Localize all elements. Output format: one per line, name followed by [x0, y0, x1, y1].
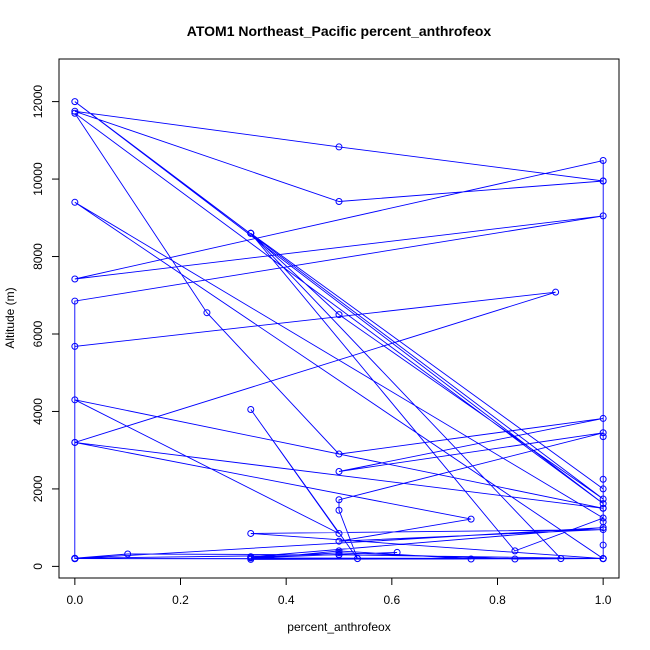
data-point — [335, 537, 343, 545]
data-point — [71, 342, 79, 350]
data-point — [467, 555, 475, 563]
data-point — [335, 467, 343, 475]
data-point — [335, 496, 343, 504]
data-point — [71, 98, 79, 106]
y-tick-label: 6000 — [31, 320, 45, 347]
data-point — [599, 526, 607, 534]
y-axis-label: Altitude (m) — [3, 287, 17, 348]
data-point — [599, 429, 607, 437]
data-point — [599, 485, 607, 493]
data-point — [599, 504, 607, 512]
data-point — [335, 506, 343, 514]
y-tick-label: 12000 — [31, 85, 45, 119]
y-tick-label: 4000 — [31, 398, 45, 425]
y-tick-label: 0 — [31, 563, 45, 570]
y-tick-label: 2000 — [31, 475, 45, 502]
x-axis-label: percent_anthrofeox — [287, 620, 390, 634]
data-point — [552, 288, 560, 296]
data-point — [247, 553, 255, 561]
data-point — [71, 438, 79, 446]
data-point — [203, 309, 211, 317]
data-point — [335, 529, 343, 537]
x-tick-label: 0.2 — [172, 593, 189, 607]
data-point — [511, 547, 519, 555]
data-point — [599, 518, 607, 526]
data-point — [599, 514, 607, 522]
data-point — [335, 547, 343, 555]
data-point — [71, 198, 79, 206]
series-line — [74, 101, 605, 560]
data-point — [511, 555, 519, 563]
data-point — [467, 515, 475, 523]
data-point — [599, 541, 607, 549]
x-tick-label: 0.6 — [383, 593, 400, 607]
y-axis: 0 2000 4000 6000 8000 10000 12000 — [31, 85, 60, 570]
data-point — [247, 229, 255, 237]
data-point — [599, 433, 607, 441]
chart-title: ATOM1 Northeast_Pacific percent_anthrofe… — [187, 23, 492, 39]
data-point — [599, 555, 607, 563]
data-point — [71, 396, 79, 404]
data-point — [335, 311, 343, 319]
data-point — [71, 275, 79, 283]
data-point — [71, 107, 79, 115]
x-axis: 0.0 0.2 0.4 0.6 0.8 1.0 — [67, 577, 612, 607]
data-point — [71, 297, 79, 305]
data-point — [599, 177, 607, 185]
x-tick-label: 0.0 — [67, 593, 84, 607]
series-layer — [71, 98, 607, 563]
data-point — [599, 414, 607, 422]
data-point — [335, 450, 343, 458]
data-point — [247, 529, 255, 537]
data-point — [599, 212, 607, 220]
data-point — [599, 475, 607, 483]
data-point — [71, 555, 79, 563]
y-tick-label: 8000 — [31, 243, 45, 270]
data-point — [335, 551, 343, 559]
data-point — [247, 406, 255, 414]
data-point — [557, 555, 565, 563]
data-point — [124, 550, 132, 558]
data-point — [353, 555, 361, 563]
data-point — [599, 500, 607, 508]
y-tick-label: 10000 — [31, 162, 45, 196]
x-tick-label: 0.4 — [278, 593, 295, 607]
data-point — [71, 109, 79, 117]
x-tick-label: 0.8 — [489, 593, 506, 607]
data-point — [393, 548, 401, 556]
data-point — [335, 198, 343, 206]
x-tick-label: 1.0 — [595, 593, 612, 607]
data-point — [599, 495, 607, 503]
data-point — [335, 143, 343, 151]
data-point — [599, 156, 607, 164]
data-point — [335, 549, 343, 557]
